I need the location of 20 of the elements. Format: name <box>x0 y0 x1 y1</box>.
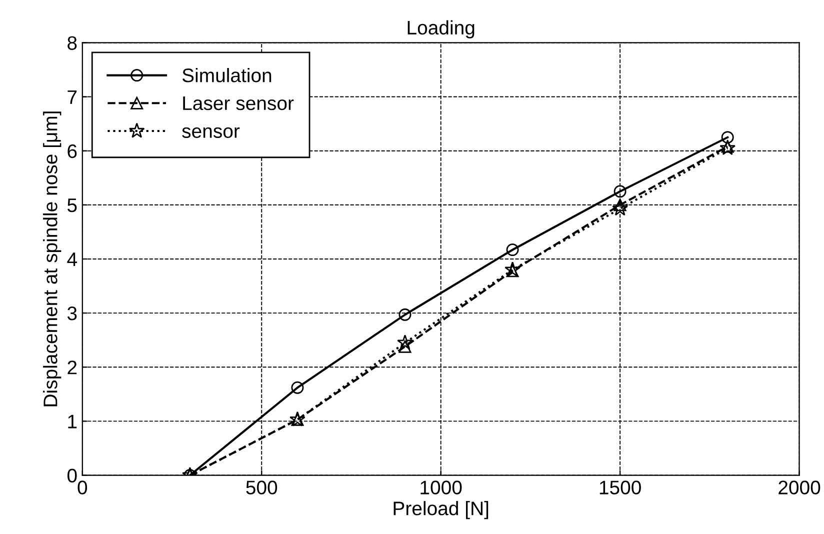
x-axis-title: Preload [N] <box>394 501 488 520</box>
y-tick-label: 8 <box>68 36 77 50</box>
y-tick-label: 2 <box>68 360 77 374</box>
legend-label: sensor <box>182 127 240 138</box>
y-tick-label: 6 <box>68 144 77 158</box>
y-tick-label: 4 <box>67 252 77 266</box>
y-tick-label: 0 <box>67 468 77 482</box>
legend-label: Simulation <box>182 68 272 82</box>
y-tick-label: 5 <box>68 198 77 212</box>
y-tick-label: 1 <box>68 414 77 428</box>
x-tick-label: 0 <box>78 480 88 494</box>
legend-label: Laser sensor <box>183 96 294 110</box>
x-tick-label: 1500 <box>600 480 641 494</box>
x-tick-label: 500 <box>246 480 278 494</box>
x-tick-label: 2000 <box>778 480 820 494</box>
chart-title: Loading <box>408 20 474 38</box>
x-tick-label: 1000 <box>420 480 462 494</box>
y-tick-label: 7 <box>68 90 77 104</box>
y-tick-label: 3 <box>67 306 77 320</box>
y-axis-title: Displacement at spindle nose [μm] <box>43 112 62 406</box>
